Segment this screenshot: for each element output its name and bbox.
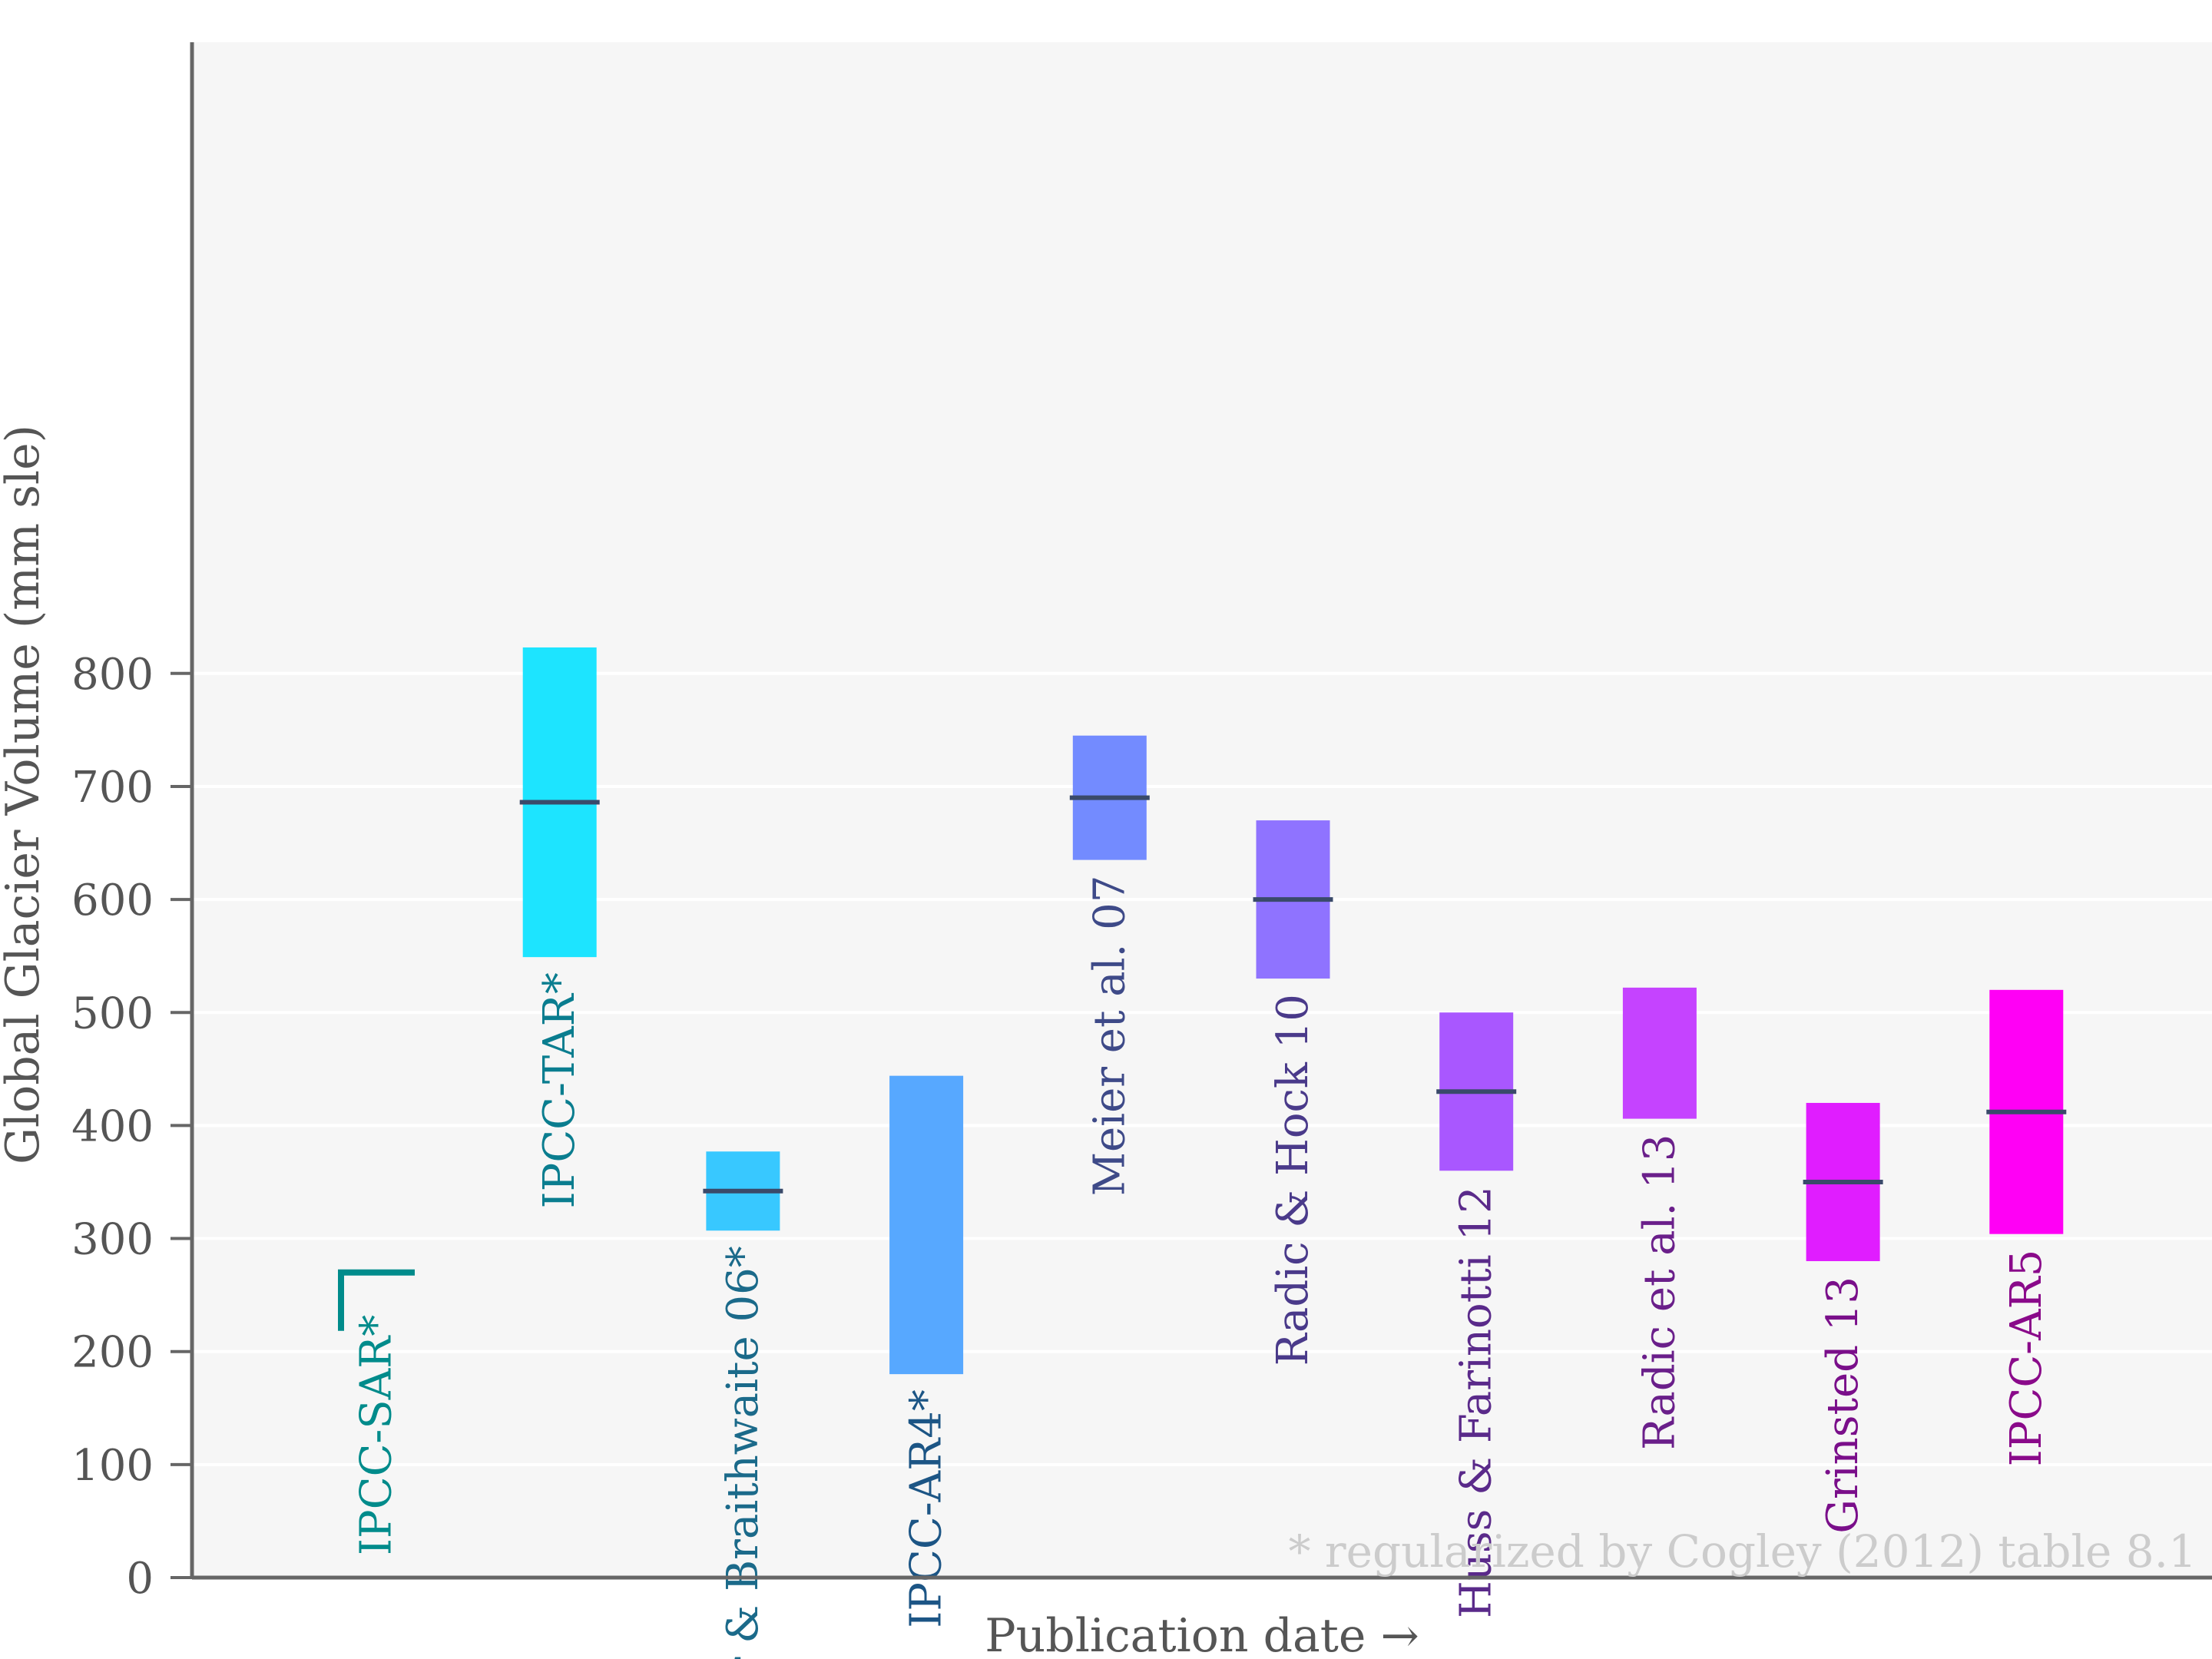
y-tick-label: 200: [71, 1328, 154, 1378]
range-bar-ipcc-ar4: [889, 1075, 964, 1375]
bar-label-ipcc-ar5: IPCC-AR5: [2002, 1250, 2051, 1467]
y-tick-label: 700: [71, 763, 154, 813]
plot-background: [192, 42, 2212, 1578]
range-bars: [338, 647, 2067, 1375]
y-tick-label: 300: [71, 1215, 154, 1265]
bar-label-grinsted-13: Grinsted 13: [1818, 1277, 1868, 1534]
bar-label-radic-hock-10: Radic & Hock 10: [1268, 994, 1318, 1366]
bar-label-ipcc-ar4: IPCC-AR4*: [902, 1389, 952, 1628]
y-tick-label: 400: [71, 1101, 154, 1151]
axes: 0 100 200 300 400 500 600 700 800: [71, 42, 2212, 1604]
y-tick-label: 500: [71, 988, 154, 1038]
range-bar-radic-et-al-13: [1622, 987, 1697, 1119]
y-tick-label: 800: [71, 650, 154, 700]
bar-label-meier-et-al-07: Meier et al. 07: [1084, 876, 1134, 1197]
y-tick-label: 100: [71, 1441, 154, 1491]
y-tick-label: 600: [71, 876, 154, 926]
y-axis-title: Global Glacier Volume (mm sle): [0, 425, 50, 1164]
bar-label-ipcc-tar: IPCC-TAR*: [535, 972, 584, 1208]
y-tick-label: 0: [126, 1554, 154, 1604]
bar-labels: IPCC-SAR* IPCC-TAR* Raper & Braithwaite 06…: [352, 876, 2051, 1659]
chart-footnote: * regularized by Cogley (2012) table 8.1: [1288, 1525, 2197, 1578]
bar-label-raper-braithwaite-06: Raper & Braithwaite 06*: [718, 1246, 768, 1659]
bar-label-huss-farinotti-12: Huss & Farinotti 12: [1452, 1186, 1502, 1618]
bar-label-radic-et-al-13: Radic et al. 13: [1634, 1134, 1684, 1450]
bar-label-ipcc-sar: IPCC-SAR*: [352, 1315, 402, 1555]
x-axis-title: Publication date →: [985, 1609, 1419, 1659]
